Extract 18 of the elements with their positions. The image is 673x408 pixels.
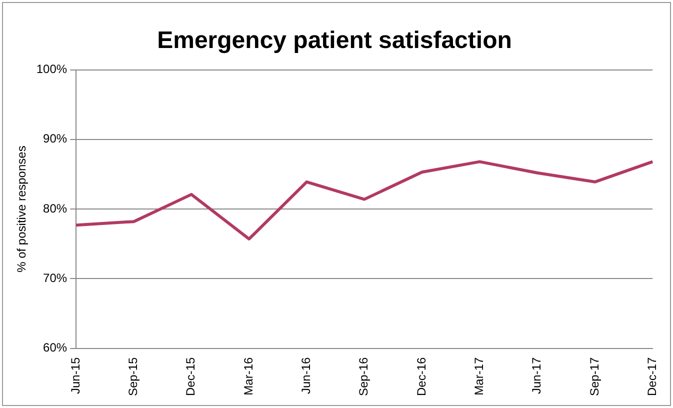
x-tick-label: Dec-17 (644, 356, 659, 396)
x-tick-label: Jun-17 (530, 356, 544, 394)
chart-title: Emergency patient satisfaction (157, 27, 512, 54)
x-tick-label: Jun-15 (68, 356, 82, 394)
x-tick-label: Dec-15 (184, 356, 198, 396)
x-tick-label: Jun-16 (299, 356, 314, 394)
x-tick-label: Sep-15 (126, 356, 140, 396)
y-tick-label: 100% (36, 62, 68, 76)
y-tick-label: 60% (43, 340, 68, 355)
y-axis-title: % of positive responses (14, 146, 29, 272)
x-tick-label: Mar-16 (241, 356, 256, 396)
y-tick-label: 80% (43, 201, 68, 216)
x-tick-label: Sep-17 (587, 356, 602, 396)
y-tick-label: 90% (43, 132, 68, 146)
y-tick-label: 70% (43, 270, 68, 285)
x-tick-label: Mar-17 (472, 356, 486, 396)
x-tick-label: Sep-16 (356, 356, 371, 396)
x-tick-label: Dec-16 (414, 356, 428, 396)
